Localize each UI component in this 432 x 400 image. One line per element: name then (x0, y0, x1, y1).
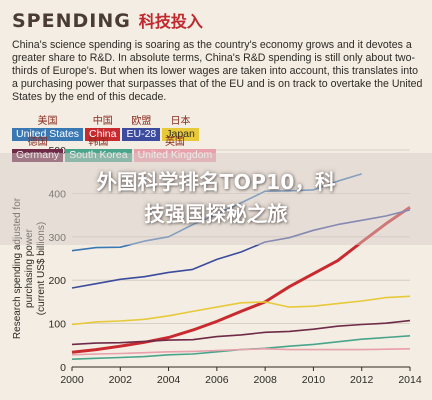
y-tick-label: 400 (48, 188, 66, 200)
legend-item: 中国 China (85, 116, 121, 141)
x-tick-label: 2000 (60, 374, 84, 386)
legend-item: 欧盟 EU-28 (122, 116, 161, 141)
x-tick-label: 2008 (253, 374, 277, 386)
y-tick-label: 300 (48, 232, 66, 244)
title-chinese: 科技投入 (138, 12, 203, 31)
legend-item: 美国 United States (12, 116, 84, 141)
legend-swatch-label: United States (12, 128, 84, 141)
x-tick-label: 2002 (109, 374, 133, 386)
legend-row-1: 美国 United States 中国 China 欧盟 EU-28 日本 Japan (12, 116, 199, 141)
series-line-japan (71, 295, 411, 326)
legend-item: 日本 Japan (162, 116, 199, 141)
legend-swatch-label: United Kingdom (133, 149, 217, 162)
headline-overlay (0, 153, 432, 245)
series-line-china (71, 206, 411, 354)
x-tick-labels: 2000 2002 2004 2006 2008 2010 2012 2014 (60, 367, 422, 386)
legend-swatch-label: Germany (12, 149, 64, 162)
legend-chinese-label: 欧盟 (131, 116, 152, 127)
headline-line-1: 外国科学排名TOP10，科 (96, 170, 336, 194)
legend-chinese-label: 韩国 (88, 137, 109, 148)
series-lines (71, 173, 411, 360)
legend-chinese-label: 英国 (164, 137, 185, 148)
legend-chinese-label: 美国 (37, 116, 58, 127)
legend-swatch-label: Japan (162, 128, 199, 141)
legend-row-2: 德国 Germany 韩国 South Korea 英国 United Kingdom (12, 137, 217, 162)
series-line-eu-28 (71, 209, 411, 289)
legend-swatch-label: South Korea (65, 149, 132, 162)
y-axis-label-line2: purchasing power (24, 228, 35, 308)
headline: 外国科学排名TOP10，科 技强国探秘之旅 (0, 166, 432, 230)
series-line-united-states (71, 173, 362, 252)
x-tick-label: 2012 (350, 374, 374, 386)
title-english: SPENDING (12, 10, 131, 32)
legend-item: 德国 Germany (12, 137, 64, 162)
legend-item: 韩国 South Korea (65, 137, 132, 162)
y-axis-label: Research spending adjusted for (12, 197, 23, 339)
x-tick-label: 2004 (157, 374, 181, 386)
title-row: SPENDING 科技投入 (12, 8, 203, 34)
y-tick-label: 200 (48, 275, 66, 287)
x-tick-label: 2006 (205, 374, 229, 386)
x-tick-label: 2014 (398, 374, 422, 386)
legend-chinese-label: 日本 (170, 116, 191, 127)
description-text: China's science spending is soaring as t… (12, 39, 423, 103)
legend-swatch-label: EU-28 (122, 128, 161, 141)
legend-chinese-label: 德国 (27, 137, 48, 148)
legend-chinese-label: 中国 (92, 116, 113, 127)
legend-swatch-label: China (85, 128, 121, 141)
y-tick-label: 0 (60, 362, 66, 374)
legend-item: 英国 United Kingdom (133, 137, 217, 162)
headline-line-2: 技强国探秘之旅 (144, 202, 288, 226)
x-tick-label: 2010 (302, 374, 326, 386)
y-axis-label-line3: (current US$ billions) (36, 222, 47, 315)
series-line-united-kingdom (71, 347, 411, 356)
y-tick-label: 100 (48, 319, 66, 331)
series-line-germany (71, 319, 411, 346)
series-line-south-korea (71, 335, 411, 360)
